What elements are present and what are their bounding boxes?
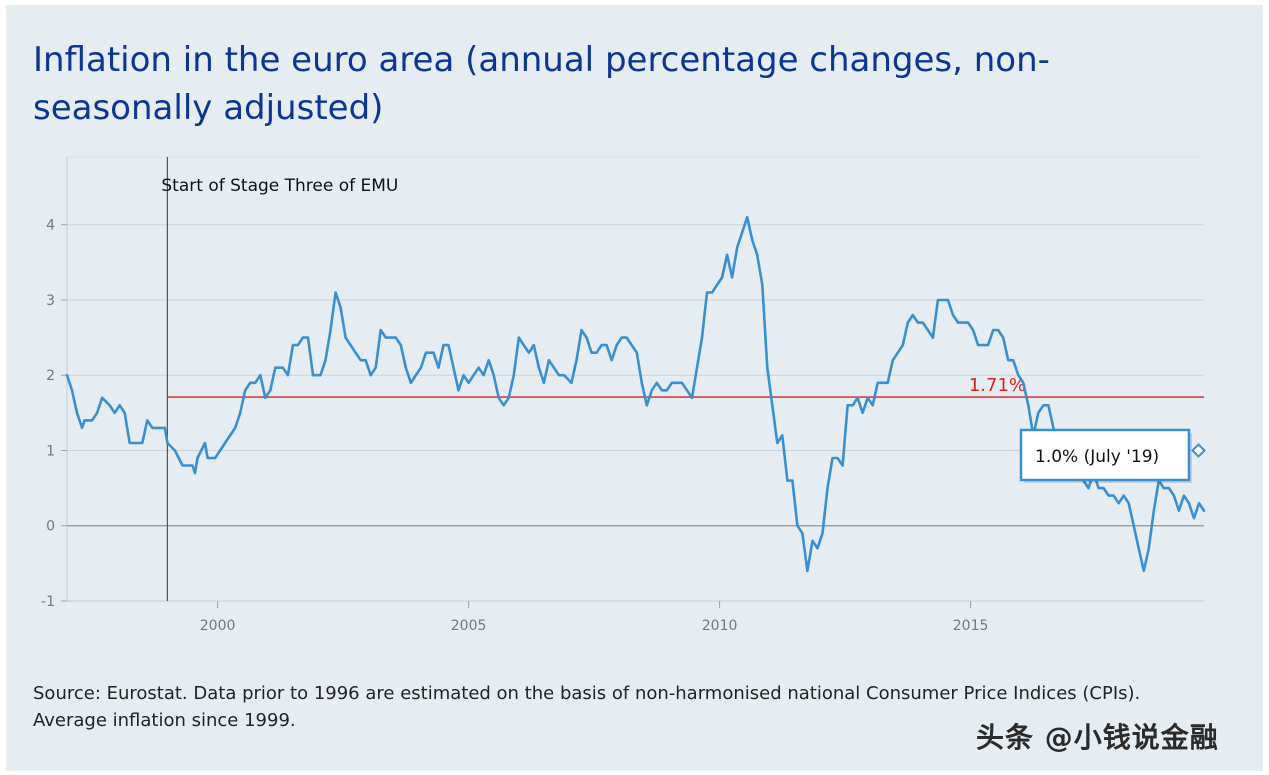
average-line-group: 1.71%: [167, 375, 1204, 398]
x-tick-label: 2000: [200, 618, 236, 634]
chart-panel: [6, 5, 1263, 771]
x-tick-label: 2005: [451, 618, 487, 634]
watermark: 头条 @小钱说金融: [976, 721, 1219, 754]
chart-title: Inflation in the euro area (annual perce…: [33, 40, 1050, 128]
tooltip-point-marker[interactable]: [1191, 443, 1206, 458]
tooltip-text: 1.0% (July '19): [1035, 447, 1159, 467]
event-marker: Start of Stage Three of EMU: [161, 157, 398, 601]
emu-start-label: Start of Stage Three of EMU: [161, 176, 398, 196]
average-label: 1.71%: [969, 375, 1026, 396]
y-tick-label: 4: [46, 218, 55, 234]
y-tick-label: 2: [46, 368, 55, 384]
tooltip-box: [1019, 428, 1191, 482]
source-note: Source: Eurostat. Data prior to 1996 are…: [33, 683, 1141, 731]
y-tick-label: 0: [46, 519, 55, 535]
x-tick-label: 2015: [953, 618, 989, 634]
tooltip: 1.0% (July '19): [1019, 428, 1206, 483]
y-axis-ticks: -1 0 1 2 3 4: [41, 218, 67, 610]
x-axis-ticks: 2000 2005 2010 2015: [200, 601, 989, 634]
axes: [66, 157, 1204, 602]
x-tick-label: 2010: [702, 618, 738, 634]
y-tick-label: -1: [41, 594, 55, 610]
grid-lines: [67, 156, 1204, 602]
inflation-series-line[interactable]: [65, 215, 1206, 573]
y-tick-label: 1: [46, 443, 55, 459]
y-tick-label: 3: [46, 293, 55, 309]
